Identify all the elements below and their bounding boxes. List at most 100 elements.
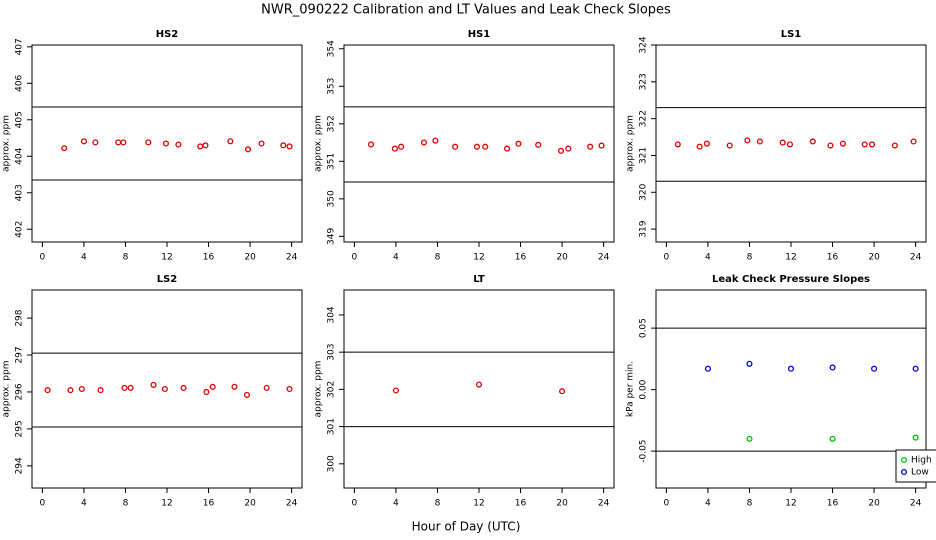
data-point xyxy=(209,383,216,390)
y-tick-label: 303 xyxy=(327,344,337,361)
x-tick-label: 8 xyxy=(123,253,129,263)
plot-frame xyxy=(655,44,927,243)
y-tick-label: 404 xyxy=(15,147,25,164)
y-tick-label: 351 xyxy=(327,153,337,170)
y-tick-label: 405 xyxy=(15,111,25,128)
x-tick-label: 20 xyxy=(868,253,880,263)
data-point xyxy=(231,383,238,390)
data-point xyxy=(286,143,293,150)
panel-title: LS1 xyxy=(781,29,802,40)
data-point xyxy=(787,365,795,372)
y-axis-label: approx. ppm xyxy=(314,361,324,418)
data-point xyxy=(115,139,122,146)
plot-frame xyxy=(343,289,615,489)
x-tick-label: 0 xyxy=(352,253,358,263)
y-tick-label: 319 xyxy=(639,220,649,237)
data-point xyxy=(829,364,836,371)
data-point xyxy=(746,360,753,367)
data-point xyxy=(244,146,252,153)
data-point xyxy=(452,143,459,150)
data-point xyxy=(175,141,182,148)
y-tick-label: 406 xyxy=(15,74,25,91)
data-point xyxy=(227,138,234,145)
x-tick-label: 24 xyxy=(286,499,298,509)
data-point xyxy=(78,385,85,393)
plot-frame xyxy=(343,44,615,243)
x-tick-label: 4 xyxy=(393,499,399,509)
data-point xyxy=(432,137,439,144)
panel-title: HS1 xyxy=(468,29,491,40)
y-tick-label: 295 xyxy=(15,420,25,437)
data-point xyxy=(910,138,917,145)
data-point xyxy=(263,384,270,391)
data-point xyxy=(744,137,751,144)
data-point xyxy=(779,139,786,146)
x-tick-label: 24 xyxy=(910,499,922,509)
panel-title: Leak Check Pressure Slopes xyxy=(712,274,870,285)
y-tick-label: 353 xyxy=(327,78,337,95)
data-point xyxy=(202,142,209,149)
x-tick-label: 4 xyxy=(393,253,399,263)
y-tick-label: 324 xyxy=(639,36,649,53)
x-tick-label: 24 xyxy=(286,253,298,263)
data-point xyxy=(92,139,99,146)
x-tick-label: 0 xyxy=(352,499,358,509)
x-axis-label: Hour of Day (UTC) xyxy=(412,520,521,534)
y-axis-label: approx. ppm xyxy=(626,115,636,172)
y-tick-label: 407 xyxy=(15,38,25,55)
x-tick-label: 4 xyxy=(81,499,87,509)
data-point xyxy=(809,138,816,145)
data-point xyxy=(482,143,489,150)
data-point xyxy=(150,381,157,388)
x-tick-label: 16 xyxy=(515,499,527,509)
x-tick-label: 0 xyxy=(40,499,46,509)
data-point xyxy=(420,139,428,146)
x-tick-label: 0 xyxy=(40,253,46,263)
data-point xyxy=(162,140,170,147)
y-tick-label: 323 xyxy=(639,73,649,90)
x-tick-label: 20 xyxy=(244,253,256,263)
y-tick-label: 296 xyxy=(15,383,25,400)
data-point xyxy=(587,143,594,150)
y-tick-label: -0.05 xyxy=(639,439,649,462)
y-tick-label: 302 xyxy=(327,381,337,398)
data-point xyxy=(120,139,127,146)
y-tick-label: 294 xyxy=(15,457,25,474)
data-point xyxy=(145,139,152,146)
legend-box xyxy=(895,449,936,483)
plot-frame xyxy=(655,289,927,489)
x-tick-label: 20 xyxy=(868,499,880,509)
x-tick-label: 4 xyxy=(705,253,711,263)
x-tick-label: 0 xyxy=(664,253,670,263)
data-point xyxy=(726,142,733,149)
data-point xyxy=(704,365,711,372)
plot-frame xyxy=(31,44,303,243)
data-point xyxy=(197,143,204,150)
y-axis-label: approx. ppm xyxy=(314,115,324,172)
y-tick-label: 402 xyxy=(15,221,25,238)
data-point xyxy=(367,141,375,148)
y-tick-label: 0.05 xyxy=(639,318,649,338)
data-point xyxy=(565,145,572,152)
panel-title: LS2 xyxy=(157,274,178,285)
data-point xyxy=(161,385,168,393)
legend-label: Low xyxy=(911,468,929,478)
x-tick-label: 20 xyxy=(244,499,256,509)
x-tick-label: 12 xyxy=(473,253,484,263)
y-tick-label: 354 xyxy=(327,40,337,57)
x-tick-label: 24 xyxy=(910,253,922,263)
data-point xyxy=(243,391,251,398)
y-tick-label: 320 xyxy=(639,183,649,200)
x-tick-label: 8 xyxy=(123,499,129,509)
data-point xyxy=(80,138,87,145)
legend-label: High xyxy=(911,456,932,466)
data-point xyxy=(559,388,566,395)
y-axis-label: approx. ppm xyxy=(2,115,12,172)
y-tick-label: 322 xyxy=(639,110,649,127)
data-point xyxy=(203,388,210,396)
data-point xyxy=(861,141,868,148)
data-point xyxy=(535,141,542,148)
x-tick-label: 16 xyxy=(827,253,839,263)
data-point xyxy=(868,141,876,148)
